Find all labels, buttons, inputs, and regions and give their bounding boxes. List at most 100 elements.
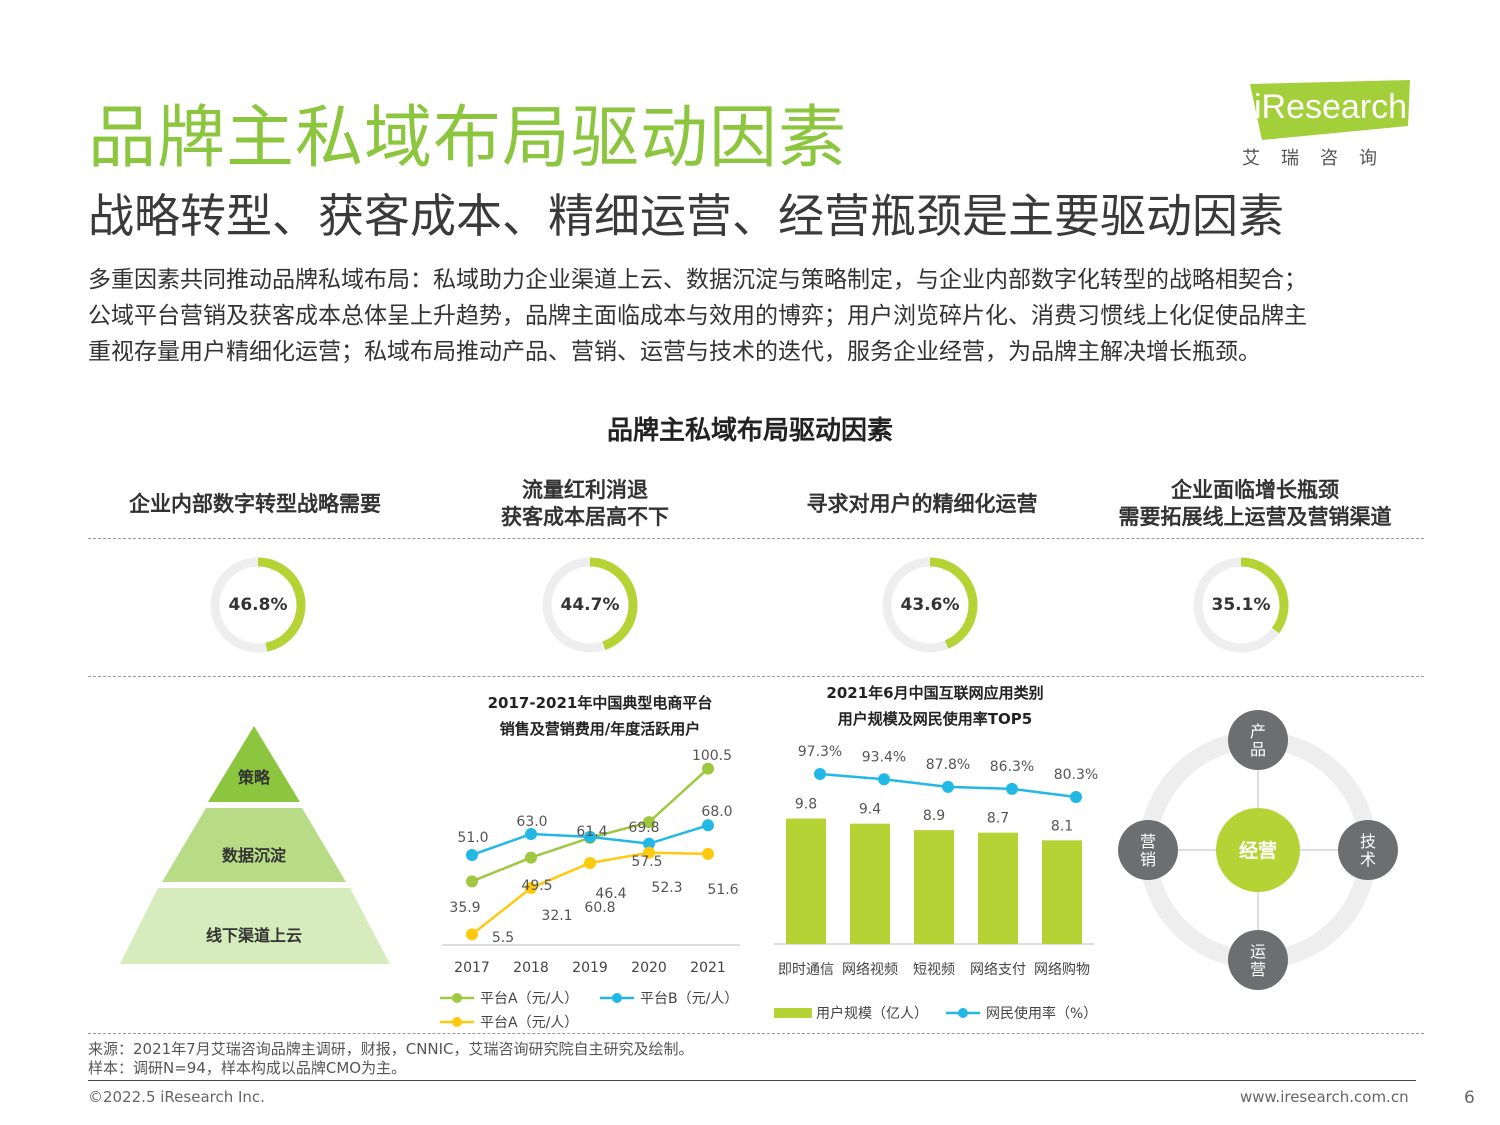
bar-value-label: 8.7 [987, 811, 1009, 827]
factor-line: 企业内部数字转型战略需要 [129, 491, 381, 516]
divider-top [88, 538, 1424, 539]
data-label: 46.4 [595, 886, 626, 902]
donut-arc [542, 557, 638, 653]
usage-point [942, 780, 954, 793]
usage-label: 87.8% [926, 757, 970, 773]
cycle-node-label: 营 [1140, 832, 1156, 851]
bar-value-label: 8.1 [1051, 818, 1073, 834]
bar [978, 832, 1018, 944]
copyright: ©2022.5 iResearch Inc. [88, 1088, 265, 1106]
data-label: 69.8 [628, 820, 659, 836]
cycle-node [1228, 710, 1288, 770]
data-label: 63.0 [516, 814, 547, 830]
category-label: 网络购物 [1034, 962, 1090, 978]
x-tick-label: 2018 [513, 960, 549, 976]
bar [914, 830, 954, 944]
line-chart-title-line: 2017-2021年中国典型电商平台 [487, 694, 713, 712]
legend-bar-swatch [774, 1008, 812, 1018]
footer-rule [88, 1080, 1416, 1081]
donut-3: 43.6% [880, 555, 980, 655]
data-point [702, 847, 714, 860]
donut-4: 35.1% [1191, 555, 1291, 655]
cycle-node-label: 营 [1250, 960, 1266, 979]
bar [850, 823, 890, 944]
cycle-node [1118, 820, 1178, 880]
line-chart-title: 2017-2021年中国典型电商平台 销售及营销费用/年度活跃用户 [430, 690, 770, 742]
factor-line: 流量红利消退 [522, 478, 648, 502]
factor-line: 企业面临增长瓶颈 [1171, 478, 1339, 502]
factor-label-2: 流量红利消退 获客成本居高不下 [420, 474, 750, 534]
data-label: 35.9 [449, 900, 480, 916]
data-point [466, 928, 478, 941]
intro-line: 公域平台营销及获客成本总体呈上升趋势，品牌主面临成本与效用的博弈；用户浏览碎片化… [88, 303, 1307, 329]
donut-chart [542, 557, 638, 653]
donut-arc [882, 557, 978, 653]
legend-marker [452, 993, 462, 1003]
data-label: 49.5 [521, 878, 552, 894]
page-number: 6 [1464, 1088, 1475, 1108]
donut-value: 44.7% [560, 595, 620, 615]
factor-label-1: 企业内部数字转型战略需要 [90, 474, 420, 534]
donut-value: 35.1% [1211, 595, 1271, 615]
x-tick-label: 2017 [454, 960, 490, 976]
legend-marker [958, 1008, 968, 1018]
data-point [584, 857, 596, 870]
donut-value: 46.8% [228, 595, 288, 615]
pyramid-label: 数据沉淀 [221, 846, 286, 865]
logo-cn: 艾瑞咨询 [1242, 148, 1398, 169]
cycle-node [1338, 820, 1398, 880]
page-subtitle: 战略转型、获客成本、精细运营、经营瓶颈是主要驱动因素 [88, 189, 1284, 243]
cycle-node-label: 运 [1250, 942, 1266, 961]
usage-label: 86.3% [990, 759, 1034, 775]
usage-point [878, 773, 890, 786]
usage-point [814, 768, 826, 780]
legend-label: 平台A（元/人） [480, 991, 578, 1007]
data-label: 100.5 [692, 748, 732, 764]
cycle-node-label: 销 [1140, 850, 1156, 869]
pyramid-label: 策略 [237, 768, 270, 787]
x-tick-label: 2020 [631, 960, 667, 976]
legend-label: 用户规模（亿人） [816, 1005, 928, 1022]
legend-label: 平台A（元/人） [480, 1015, 578, 1031]
data-point [525, 851, 537, 864]
cycle-center [1216, 808, 1300, 892]
intro-line: 重视存量用户精细化运营；私域布局推动产品、营销、运营与技术的迭代，服务企业经营，… [88, 339, 1261, 365]
chart-main-title: 品牌主私域布局驱动因素 [606, 416, 893, 446]
site-link[interactable]: www.iresearch.com.cn [1240, 1088, 1409, 1106]
data-label: 68.0 [701, 804, 732, 820]
source-note: 来源：2021年7月艾瑞咨询品牌主调研，财报，CNNIC，艾瑞咨询研究院自主研究… [88, 1040, 694, 1058]
line-chart: 2017 2018 2019 2020 2021 35.9 49.5 61.4 69.8 100.… [440, 748, 740, 1031]
factor-line: 获客成本居高不下 [501, 505, 669, 529]
data-point [525, 828, 537, 841]
data-point [643, 846, 655, 859]
pyramid-label: 线下渠道上云 [205, 926, 302, 945]
data-point [643, 816, 655, 829]
cycle-node-label: 术 [1360, 850, 1376, 869]
donut-chart [882, 557, 978, 653]
bar-value-label: 9.8 [795, 797, 817, 813]
donut-arc [210, 557, 306, 653]
usage-label: 93.4% [862, 749, 906, 765]
divider-bottom [88, 1033, 1424, 1034]
usage-point [1070, 790, 1082, 803]
usage-label: 97.3% [798, 744, 842, 760]
intro-paragraph: 多重因素共同推动品牌私域布局：私域助力企业渠道上云、数据沉淀与策略制定，与企业内… [88, 262, 1428, 370]
legend-label: 网民使用率（%） [986, 1005, 1097, 1022]
bar-line-chart: 9.8 即时通信 9.4 网络视频 8.9 短视频 8.7 网络支付 8.1 网络购物 97.3% 9… [774, 744, 1098, 1022]
pyramid-level-bottom [120, 888, 390, 964]
line-chart-title-line: 销售及营销费用/年度活跃用户 [499, 720, 701, 738]
category-label: 短视频 [913, 962, 955, 978]
donut-value: 43.6% [900, 595, 960, 615]
data-label: 5.5 [492, 930, 514, 946]
data-label: 57.5 [631, 854, 662, 870]
data-label: 51.6 [707, 882, 738, 898]
cycle-node-label: 品 [1250, 740, 1266, 759]
factor-line: 需要拓展线上运营及营销渠道 [1118, 505, 1392, 529]
legend-label: 平台B（元/人） [640, 991, 738, 1007]
donut-chart [210, 557, 306, 653]
data-label: 51.0 [457, 830, 488, 846]
cycle-node-label: 产 [1250, 722, 1266, 741]
bar-value-label: 9.4 [859, 802, 881, 818]
data-point [643, 837, 655, 850]
